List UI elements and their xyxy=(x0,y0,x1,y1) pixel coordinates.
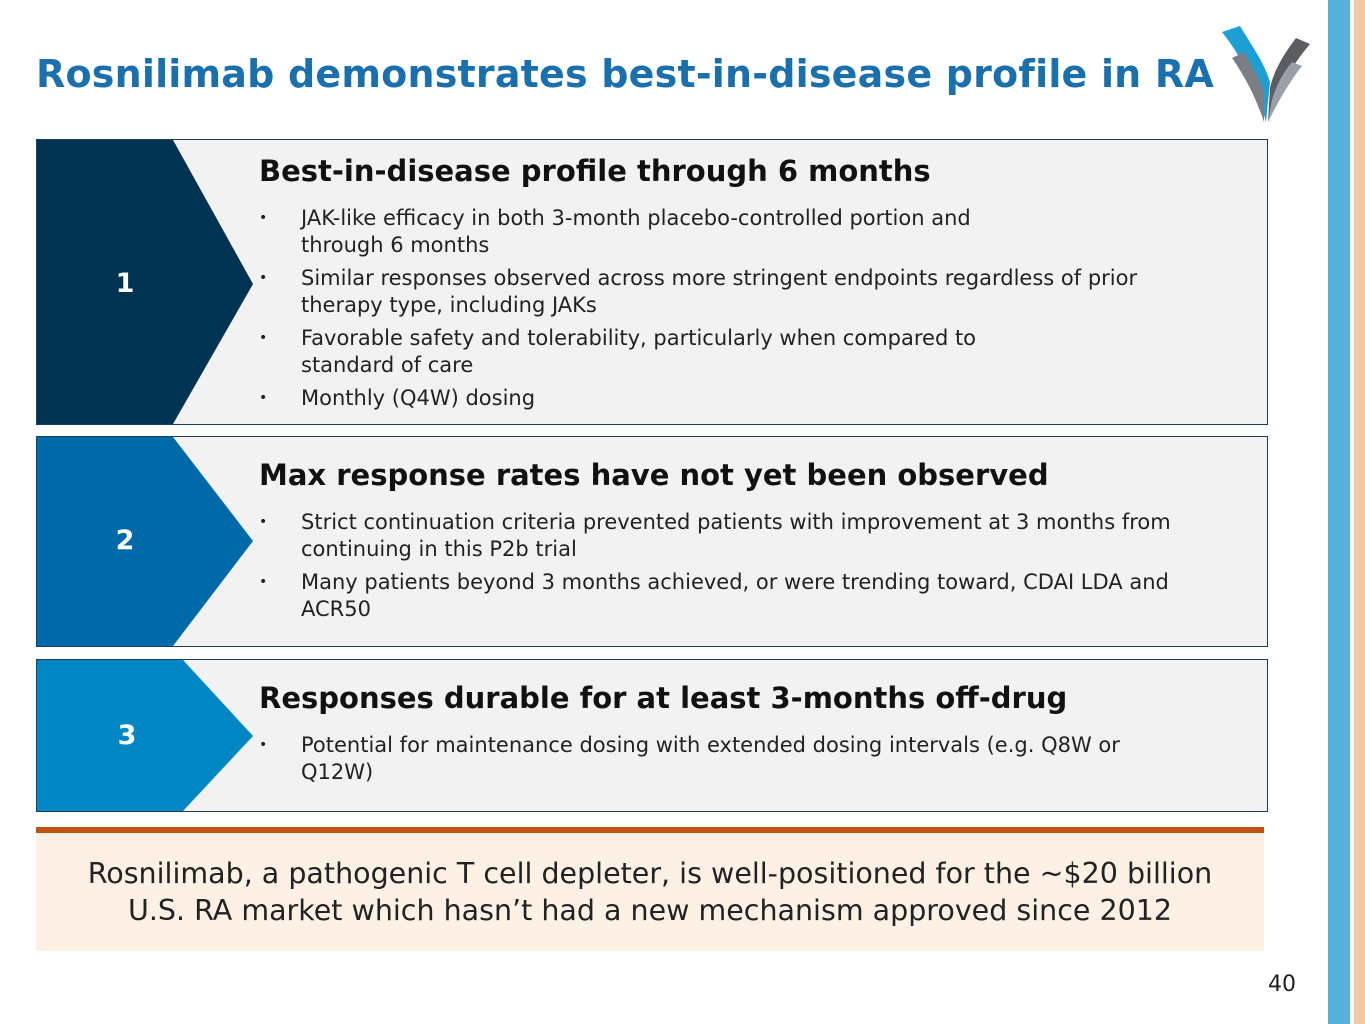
slide-title: Rosnilimab demonstrates best-in-disease … xyxy=(36,52,1214,96)
page-number: 40 xyxy=(1268,972,1296,997)
panel-number: 2 xyxy=(115,525,135,556)
panel-heading: Best-in-disease profile through 6 months xyxy=(259,154,931,188)
bullet-dot: • xyxy=(259,330,268,346)
bullet-item: • Many patients beyond 3 months achieved,… xyxy=(259,570,1169,621)
takeaway-text: Rosnilimab, a pathogenic T cell depleter… xyxy=(87,857,1213,927)
bullet-list: • Potential for maintenance dosing with e… xyxy=(259,732,1253,786)
bullet-dot: • xyxy=(259,390,268,406)
panel-number: 3 xyxy=(117,720,137,751)
bullet-dot: • xyxy=(259,574,268,590)
side-accent-stripe xyxy=(1328,0,1365,1024)
key-point-panel-1: 1 Best-in-disease profile through 6 mont… xyxy=(36,139,1268,425)
panel-heading: Responses durable for at least 3-months … xyxy=(259,681,1068,715)
bullet-list: • Strict continuation criteria prevented … xyxy=(259,509,1253,623)
bullet-list: • JAK-like efficacy in both 3-month place… xyxy=(259,205,1253,412)
bullet-item: • Potential for maintenance dosing with e… xyxy=(259,733,1120,784)
panel-number: 1 xyxy=(115,268,135,299)
bullet-dot: • xyxy=(259,270,268,286)
bullet-dot: • xyxy=(259,737,268,753)
company-chevron-logo-icon xyxy=(1222,26,1310,122)
key-point-panel-2: 2 Max response rates have not yet been o… xyxy=(36,436,1268,647)
key-takeaway-callout: Rosnilimab, a pathogenic T cell depleter… xyxy=(36,827,1264,951)
bullet-item: • JAK-like efficacy in both 3-month place… xyxy=(259,206,971,257)
panel-heading: Max response rates have not yet been obs… xyxy=(259,458,1049,492)
bullet-dot: • xyxy=(259,210,268,226)
bullet-item: • Favorable safety and tolerability, part… xyxy=(259,326,977,377)
bullet-item: • Strict continuation criteria prevented … xyxy=(259,510,1171,561)
key-point-panel-3: 3 Responses durable for at least 3-month… xyxy=(36,659,1268,812)
bullet-dot: • xyxy=(259,514,268,530)
bullet-item: • Monthly (Q4W) dosing xyxy=(259,386,536,410)
bullet-item: • Similar responses observed across more … xyxy=(259,266,1138,317)
